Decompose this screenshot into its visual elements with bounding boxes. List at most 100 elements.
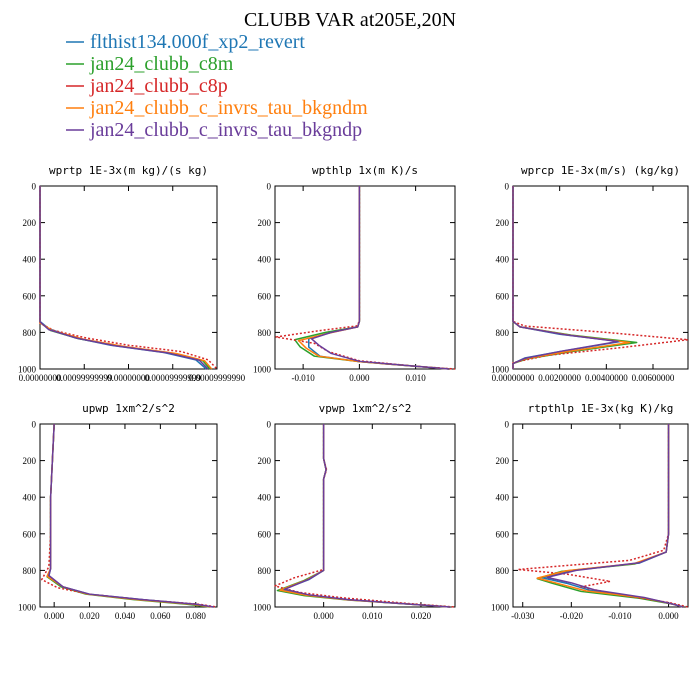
x-tick-label: 0.000: [314, 611, 335, 621]
series-line: [310, 186, 450, 370]
series-line: [41, 423, 218, 608]
figure-title: CLUBB VAR at205E,20N: [244, 9, 456, 31]
y-tick-label: 800: [23, 328, 37, 338]
legend-label: flthist134.000f_xp2_revert: [90, 31, 305, 53]
x-tick-label: 0.00400000: [585, 373, 628, 383]
y-tick-label: 600: [496, 291, 510, 301]
series-line: [283, 424, 451, 608]
series-line: [39, 186, 207, 370]
legend-entry: jan24_clubb_c_invrs_tau_bkgndm: [66, 97, 368, 119]
y-tick-label: 800: [258, 328, 272, 338]
y-tick-label: 800: [23, 566, 37, 576]
y-tick-label: 0: [267, 182, 272, 192]
x-tick-label: 0.080: [186, 611, 207, 621]
plot-frame: [39, 185, 218, 370]
y-tick-label: 1000: [491, 365, 510, 375]
x-tick-label: -0.010: [292, 373, 316, 383]
x-tick-label: -0.010: [608, 611, 632, 621]
y-tick-label: 200: [23, 218, 37, 228]
y-tick-label: 200: [258, 456, 272, 466]
y-tick-label: 400: [496, 255, 510, 265]
y-tick-label: 600: [496, 529, 510, 539]
series-line: [293, 186, 450, 370]
y-tick-label: 0: [32, 420, 37, 430]
x-tick-label: 0.000: [658, 611, 679, 621]
legend-label: jan24_clubb_c8p: [89, 75, 228, 97]
series-line: [39, 186, 211, 370]
y-tick-label: 200: [258, 218, 272, 228]
y-tick-label: 1000: [253, 603, 272, 613]
x-tick-label: 0.020: [411, 611, 432, 621]
chart-panel: wprtp 1E-3x(m kg)/(s kg) 0 200 400 600 800 100…: [18, 164, 246, 383]
legend-label: jan24_clubb_c_invrs_tau_bkgndp: [89, 119, 362, 141]
series-line: [39, 186, 213, 370]
panel-title: vpwp 1xm^2/s^2: [319, 402, 412, 415]
legend-entry: jan24_clubb_c8m: [66, 53, 234, 75]
y-tick-label: 600: [23, 529, 37, 539]
y-tick-label: 600: [23, 291, 37, 301]
y-tick-label: 200: [496, 218, 510, 228]
plot-frame: [274, 185, 456, 370]
legend-label: jan24_clubb_c_invrs_tau_bkgndm: [89, 97, 368, 119]
y-tick-label: 800: [496, 566, 510, 576]
series-line: [48, 423, 214, 608]
series-line: [297, 186, 450, 370]
panel-title: wprtp 1E-3x(m kg)/(s kg): [49, 164, 208, 177]
y-tick-label: 400: [258, 255, 272, 265]
legend: flthist134.000f_xp2_revert jan24_clubb_c…: [66, 31, 368, 141]
legend-entry: jan24_clubb_c_invrs_tau_bkgndp: [66, 119, 362, 141]
x-tick-label: 0.00200000: [538, 373, 581, 383]
x-tick-label: 0.00600000: [632, 373, 675, 383]
plot-frame: [39, 423, 218, 608]
y-tick-label: 800: [258, 566, 272, 576]
y-tick-label: 0: [505, 420, 510, 430]
x-tick-label: 0.00000000: [19, 373, 62, 383]
chart-panel: wprcp 1E-3x(m/s) (kg/kg) 0 200 400 600 800 100…: [491, 164, 689, 383]
series-line: [512, 186, 689, 369]
series-line: [276, 424, 451, 608]
plot-frame: [512, 423, 689, 608]
panel-title: upwp 1xm^2/s^2: [82, 402, 175, 415]
panel-title: wpthlp 1x(m K)/s: [312, 164, 418, 177]
chart-panel: vpwp 1xm^2/s^2 0 200 400 600 800 1000 0.000 0.01…: [253, 402, 456, 621]
x-tick-label: 0.000: [44, 611, 65, 621]
x-tick-label: -0.030: [511, 611, 535, 621]
y-tick-label: 1000: [491, 603, 510, 613]
plot-frame: [274, 423, 456, 608]
series-line: [512, 186, 622, 369]
series-line: [541, 424, 684, 608]
y-tick-label: 200: [23, 456, 37, 466]
y-tick-label: 400: [496, 493, 510, 503]
series-line: [546, 424, 684, 608]
y-tick-label: 1000: [253, 365, 272, 375]
panel-grid: wprtp 1E-3x(m kg)/(s kg) 0 200 400 600 800 100…: [18, 164, 689, 621]
chart-panel: rtpthlp 1E-3x(kg K)/kg02004006008001000-…: [491, 402, 689, 621]
series-line: [46, 423, 212, 608]
series-line: [274, 424, 456, 608]
x-tick-label: 0.040: [115, 611, 136, 621]
x-tick-label: 0.00000000: [107, 373, 150, 383]
y-tick-label: 400: [258, 493, 272, 503]
x-tick-label: 0.00009999990: [189, 373, 246, 383]
series-line: [275, 186, 456, 370]
x-tick-label: 0.00000000: [492, 373, 535, 383]
legend-entry: flthist134.000f_xp2_revert: [66, 31, 305, 53]
series-line: [48, 423, 214, 608]
series-line: [512, 186, 619, 369]
y-tick-label: 400: [23, 493, 37, 503]
panel-title: wprcp 1E-3x(m/s) (kg/kg): [521, 164, 680, 177]
panel-title: rtpthlp 1E-3x(kg K)/kg: [528, 402, 674, 415]
legend-entry: jan24_clubb_c8p: [66, 75, 228, 97]
y-tick-label: 600: [258, 291, 272, 301]
x-tick-label: 0.00009999999: [145, 373, 202, 383]
x-tick-label: 0.020: [79, 611, 100, 621]
x-tick-label: 0.00099999999: [56, 373, 113, 383]
chart-panel: upwp 1xm^2/s^2 0 200 400 600 800 1000 0.000 0.02…: [18, 402, 218, 621]
x-tick-label: 0.060: [150, 611, 171, 621]
series-line: [46, 423, 211, 608]
series-line: [39, 186, 209, 370]
chart-panel: wpthlp 1x(m K)/s 0 200 400 600 800 1000 -0.010 0…: [253, 164, 456, 383]
y-tick-label: 400: [23, 255, 37, 265]
x-tick-label: -0.020: [560, 611, 584, 621]
